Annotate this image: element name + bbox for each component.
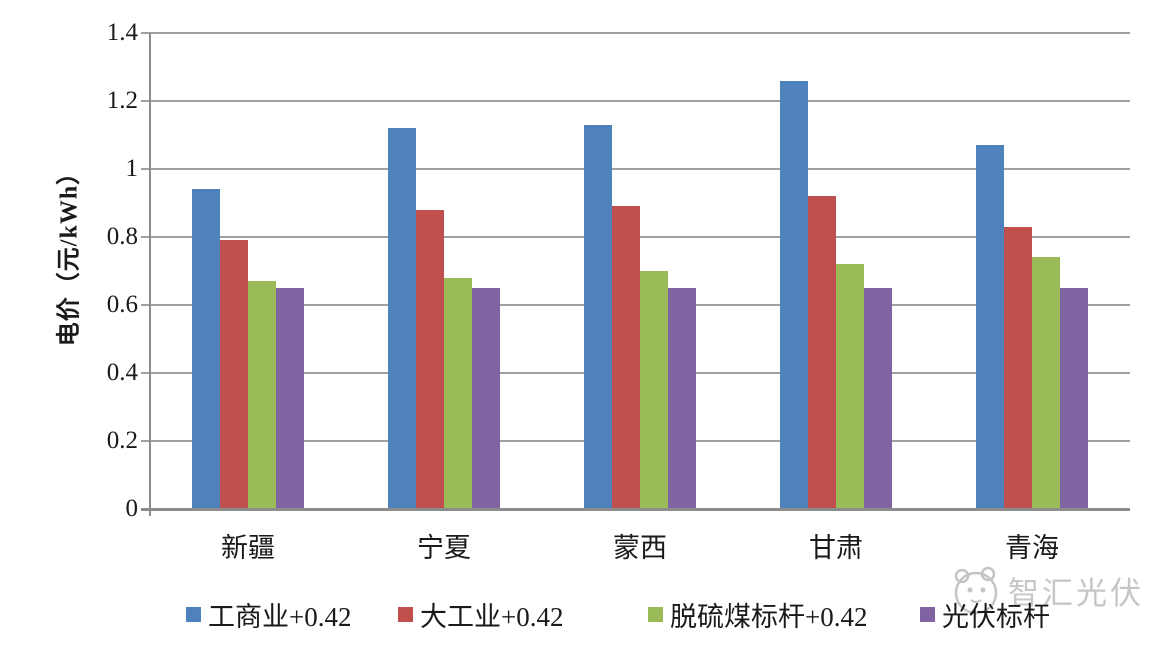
bar-光伏标杆-蒙西 <box>668 288 696 509</box>
legend-item-光伏标杆: 光伏标杆 <box>920 596 1050 632</box>
gridline-1 <box>141 168 1130 170</box>
legend-label: 大工业+0.42 <box>420 601 564 632</box>
x-category-label-蒙西: 蒙西 <box>613 533 667 563</box>
bar-工商业+0.42-蒙西 <box>584 124 612 509</box>
y-axis-line <box>149 33 151 516</box>
legend-item-工商业+0.42: 工商业+0.42 <box>186 596 351 632</box>
legend-swatch-icon <box>398 606 413 622</box>
y-axis-title: 电价（元/kWh） <box>56 159 83 347</box>
x-axis-line <box>141 508 1130 511</box>
bar-脱硫煤标杆+0.42-甘肃 <box>836 264 864 509</box>
bar-工商业+0.42-宁夏 <box>388 128 416 509</box>
bar-大工业+0.42-甘肃 <box>808 196 836 509</box>
y-tick-label-0.4: 0.4 <box>106 359 138 386</box>
y-tick-label-0.2: 0.2 <box>106 427 138 454</box>
bar-大工业+0.42-青海 <box>1004 226 1032 509</box>
y-tick-label-1.4: 1.4 <box>106 19 138 46</box>
bar-大工业+0.42-新疆 <box>220 240 248 509</box>
legend-swatch-icon <box>186 606 201 622</box>
bar-光伏标杆-甘肃 <box>864 288 892 509</box>
y-tick-label-1.2: 1.2 <box>106 87 138 114</box>
legend-label: 工商业+0.42 <box>208 601 352 632</box>
y-tick-label-0.6: 0.6 <box>106 291 138 318</box>
y-tick-label-0: 0 <box>125 495 139 522</box>
legend-swatch-icon <box>920 606 935 622</box>
bar-工商业+0.42-新疆 <box>192 189 220 509</box>
legend-item-脱硫煤标杆+0.42: 脱硫煤标杆+0.42 <box>648 596 867 632</box>
bar-光伏标杆-青海 <box>1060 288 1088 509</box>
gridline-1.4 <box>141 32 1130 34</box>
bar-工商业+0.42-青海 <box>976 145 1004 509</box>
plot-area <box>141 32 1130 509</box>
bar-大工业+0.42-蒙西 <box>612 206 640 509</box>
legend-item-大工业+0.42: 大工业+0.42 <box>398 596 563 632</box>
bar-工商业+0.42-甘肃 <box>780 80 808 509</box>
gridline-1.2 <box>141 100 1130 102</box>
bar-脱硫煤标杆+0.42-蒙西 <box>640 271 668 509</box>
x-category-label-新疆: 新疆 <box>221 533 275 563</box>
bar-脱硫煤标杆+0.42-青海 <box>1032 257 1060 509</box>
bar-大工业+0.42-宁夏 <box>416 209 444 509</box>
x-category-label-宁夏: 宁夏 <box>417 533 471 563</box>
bar-脱硫煤标杆+0.42-宁夏 <box>444 277 472 509</box>
bar-光伏标杆-新疆 <box>276 288 304 509</box>
bar-光伏标杆-宁夏 <box>472 288 500 509</box>
y-tick-label-1: 1 <box>125 155 139 182</box>
legend-label: 脱硫煤标杆+0.42 <box>670 601 868 632</box>
y-tick-label-0.8: 0.8 <box>106 223 138 250</box>
x-category-label-甘肃: 甘肃 <box>809 533 863 563</box>
x-category-label-青海: 青海 <box>1005 533 1059 563</box>
legend-swatch-icon <box>648 606 663 622</box>
legend: 工商业+0.42 大工业+0.42 脱硫煤标杆+0.42 光伏标杆 <box>0 596 1152 636</box>
legend-label: 光伏标杆 <box>942 601 1050 632</box>
bar-脱硫煤标杆+0.42-新疆 <box>248 281 276 509</box>
